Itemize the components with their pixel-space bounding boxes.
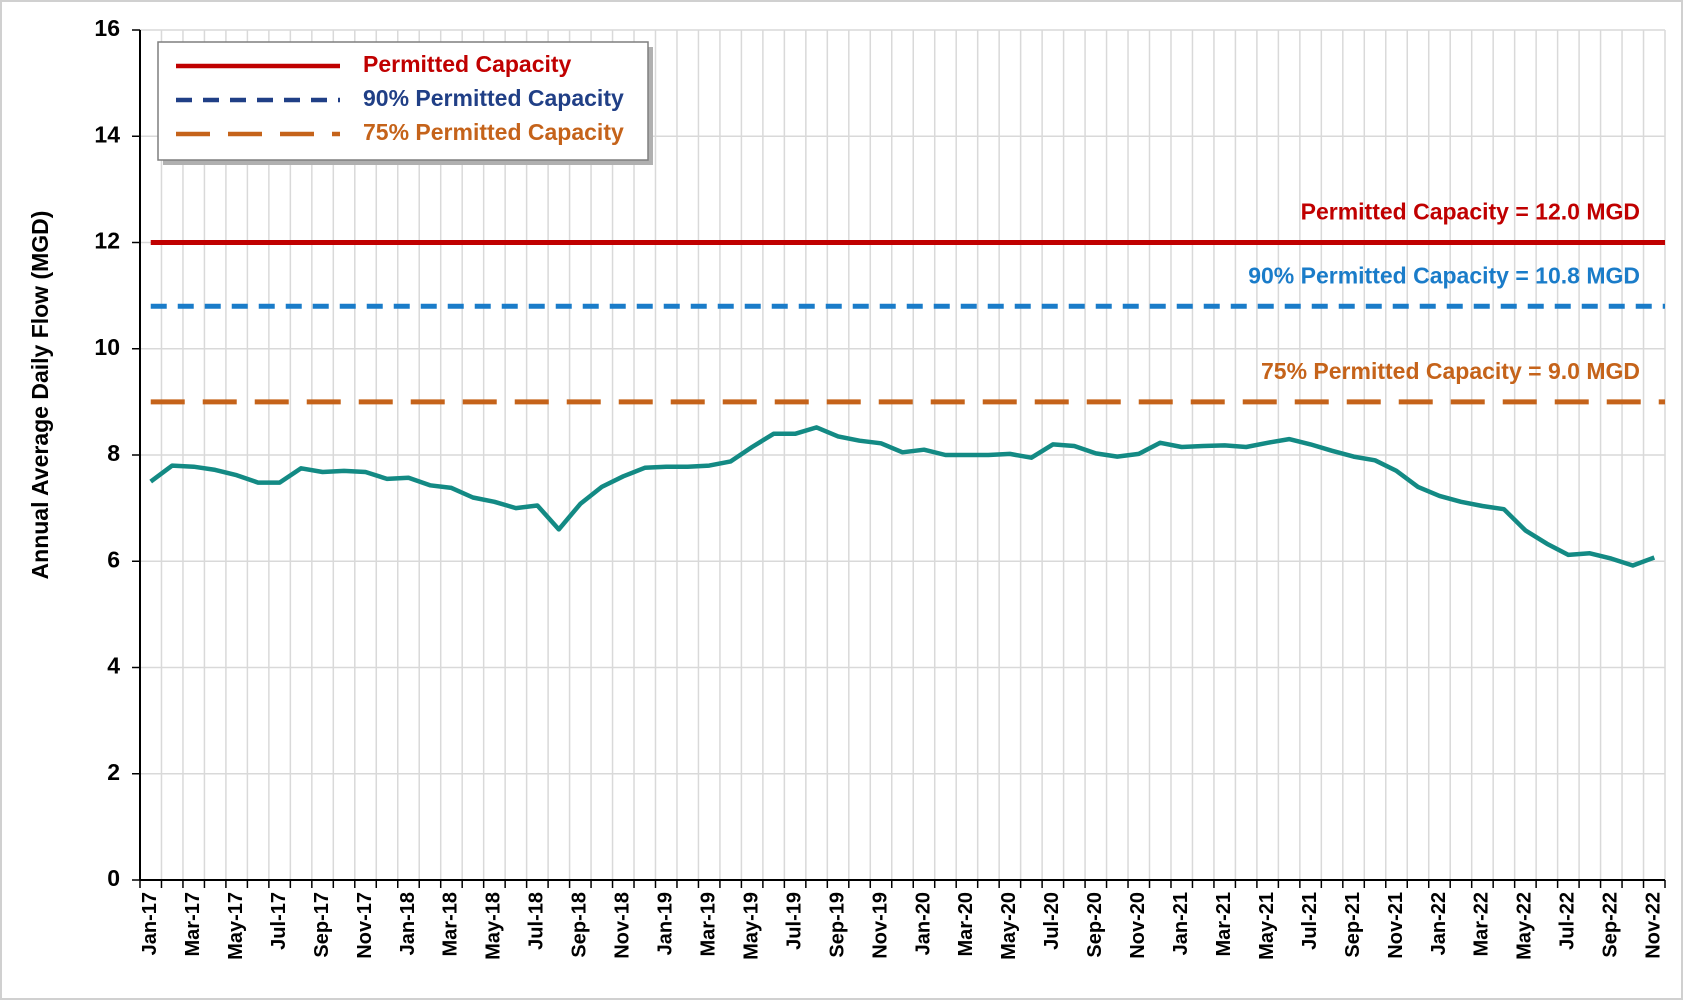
x-tick-label: Jan-20	[912, 892, 934, 955]
y-axis-label: Annual Average Daily Flow (MGD)	[27, 211, 53, 580]
x-tick-label: Nov-18	[612, 892, 634, 959]
x-tick-label: Mar-17	[182, 892, 204, 956]
x-tick-label: Mar-19	[697, 892, 719, 956]
legend-label: Permitted Capacity	[363, 51, 572, 77]
x-tick-label: Jul-19	[783, 892, 805, 950]
x-tick-label: May-17	[225, 892, 247, 960]
y-tick-label: 10	[94, 334, 120, 360]
x-tick-label: Jan-19	[655, 892, 677, 955]
x-tick-label: Jul-20	[1041, 892, 1063, 950]
x-tick-label: Sep-18	[569, 892, 591, 958]
x-tick-label: Sep-20	[1084, 892, 1106, 958]
y-tick-label: 2	[107, 759, 120, 785]
x-tick-label: Nov-22	[1643, 892, 1665, 959]
x-tick-label: Sep-19	[826, 892, 848, 958]
x-tick-label: Jan-21	[1170, 892, 1192, 955]
x-tick-label: Nov-19	[869, 892, 891, 959]
x-tick-label: Jul-22	[1557, 892, 1579, 950]
y-tick-label: 12	[94, 228, 120, 254]
y-tick-label: 0	[107, 865, 120, 891]
y-tick-label: 4	[107, 653, 120, 679]
x-tick-label: Jul-17	[268, 892, 290, 950]
reference-label: 90% Permitted Capacity = 10.8 MGD	[1248, 262, 1640, 288]
x-tick-label: Jan-22	[1428, 892, 1450, 955]
x-tick-label: Sep-22	[1600, 892, 1622, 958]
x-tick-label: Sep-21	[1342, 892, 1364, 958]
x-tick-label: Sep-17	[311, 892, 333, 958]
x-tick-label: May-18	[483, 892, 505, 960]
x-tick-label: May-21	[1256, 892, 1278, 960]
reference-label: 75% Permitted Capacity = 9.0 MGD	[1261, 358, 1640, 384]
x-tick-label: May-19	[740, 892, 762, 960]
x-tick-label: Mar-21	[1213, 892, 1235, 956]
x-tick-label: Jan-18	[397, 892, 419, 955]
y-tick-label: 6	[107, 546, 120, 572]
x-tick-label: May-20	[998, 892, 1020, 960]
x-tick-label: Nov-20	[1127, 892, 1149, 959]
x-tick-label: Mar-20	[955, 892, 977, 956]
x-tick-label: May-22	[1514, 892, 1536, 960]
x-tick-label: Jan-17	[139, 892, 161, 955]
y-tick-label: 14	[94, 121, 120, 147]
reference-label: Permitted Capacity = 12.0 MGD	[1301, 199, 1640, 225]
legend-label: 75% Permitted Capacity	[363, 119, 624, 145]
y-tick-label: 8	[107, 440, 120, 466]
x-tick-label: Mar-22	[1471, 892, 1493, 956]
x-tick-label: Mar-18	[440, 892, 462, 956]
legend-label: 90% Permitted Capacity	[363, 85, 624, 111]
x-tick-label: Nov-17	[354, 892, 376, 959]
x-tick-label: Jul-18	[526, 892, 548, 950]
y-tick-label: 16	[94, 15, 120, 41]
x-tick-label: Nov-21	[1385, 892, 1407, 959]
x-tick-label: Jul-21	[1299, 892, 1321, 950]
flow-line	[149, 425, 1656, 568]
